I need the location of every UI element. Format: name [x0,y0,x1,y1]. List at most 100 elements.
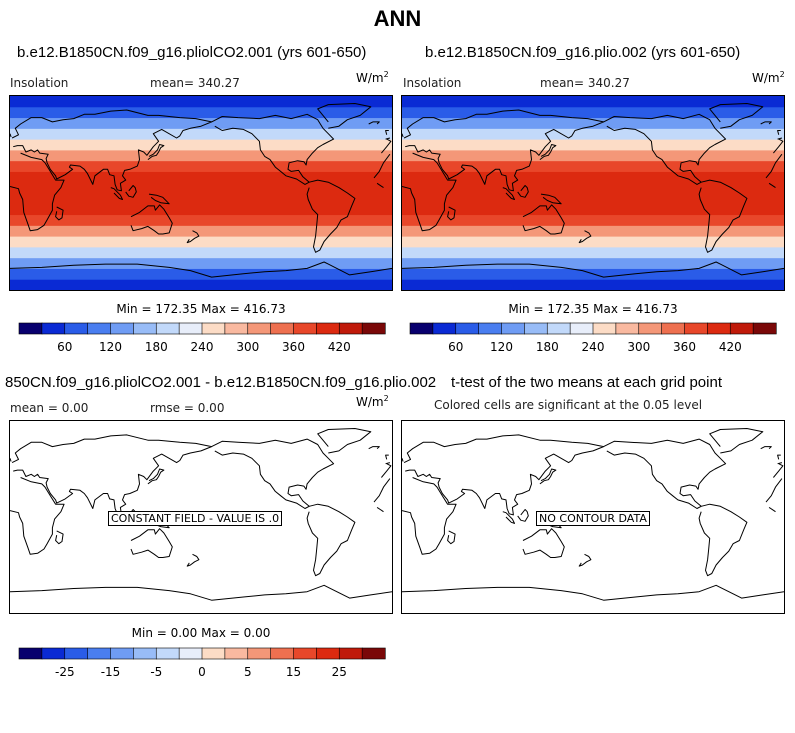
latitude-band [10,214,392,226]
coastline-africa [376,506,384,513]
latitude-band [10,171,392,183]
coastline-antarctica [402,584,784,601]
colorbar-tick-label: 360 [282,340,305,354]
colorbar-cell [18,647,43,660]
latitude-band [402,257,784,269]
colorbar-cell [64,322,89,335]
coastline-antarctica [402,261,784,278]
constant-field-label: CONSTANT FIELD - VALUE IS .0 [108,511,283,526]
coastline-iceland [368,446,380,450]
coastline-madagascar [447,206,456,221]
colorbar-cell [432,322,457,335]
coastline-greenland [317,428,372,454]
coastline-eurasia [11,434,213,516]
colorbar-tick-label: 120 [490,340,513,354]
coastline-australia [130,528,173,558]
latitude-band [10,160,392,172]
colorbar-cell [270,647,295,660]
coastline-greenland [709,428,764,454]
colorbar-cell [178,322,203,335]
colorbar-cell [270,322,295,335]
colorbar-cell [338,647,363,660]
colorbar-cell [661,322,686,335]
colorbar-cell [87,322,112,335]
colorbar-tick-label: 60 [448,340,463,354]
coastline-iceland [760,446,772,450]
coastline-north-america [211,438,335,509]
coastline-eurasia [773,463,784,478]
coastline-british-isles [402,458,404,462]
colorbar-tick-label: 25 [332,665,347,679]
panel-title-bottom-right: t-test of the two means at each grid poi… [451,374,722,391]
latitude-band [10,225,392,237]
latitude-band [402,96,784,108]
panel-title-top-right: b.e12.B1850CN.f09_g16.plio.002 (yrs 601-… [425,44,741,61]
coastline-north-america [603,438,727,509]
colorbar-cell [316,322,340,335]
coastline-south-america [306,179,356,253]
coastline-south-america [698,179,748,253]
coastline-japan [147,468,165,485]
colorbar-cell [133,322,157,335]
latitude-band [10,128,392,140]
latitude-band [10,279,392,290]
coastline-africa [765,478,783,503]
coastline-new-zealand [578,230,592,244]
coastline-africa [376,182,384,189]
colorbar-cell [41,322,66,335]
coastline-africa [373,153,391,179]
latitude-band [402,171,784,183]
coastline-indonesia-borneo [125,185,137,198]
coastline-british-isles [385,454,389,460]
minmax-bottom-left: Min = 0.00 Max = 0.00 [131,626,271,640]
colorbar-tick-label: 15 [286,665,301,679]
colorbar-cell [224,647,249,660]
field-label-top-left: Insolation [10,76,69,90]
map-svg [402,96,784,290]
coastline-eurasia [381,463,392,478]
colorbar-cell [133,647,157,660]
colorbar-cell [247,647,272,660]
coastline-africa [402,152,457,232]
colorbar-cell [361,647,386,660]
colorbar-cell [316,647,340,660]
coastline-iceland [368,121,380,125]
colorbar-tick-label: 180 [145,340,168,354]
coastline-new-guinea [540,193,562,205]
latitude-band [10,193,392,205]
coastline-africa [10,477,65,555]
coastline-british-isles [385,130,389,135]
latitude-band [10,117,392,129]
latitude-band [402,246,784,259]
colorbar-cell [684,322,708,335]
unit-label-bottom-left: W/m2 [356,394,389,409]
coastline-sumatra [502,511,515,524]
colorbar-tick-label: 300 [627,340,650,354]
latitude-band [10,203,392,216]
colorbar-cell [729,322,754,335]
panel-title-bottom-left: 850CN.f09_g16.pliolCO2.001 - b.e12.B1850… [5,374,437,391]
colorbar-tick-label: -5 [150,665,162,679]
latitude-band [402,182,784,194]
colorbar-tick-label: 300 [236,340,259,354]
latitude-band [402,193,784,205]
colorbar-cell [201,322,226,335]
colorbar-tick-label: 60 [57,340,72,354]
colorbar-cell [501,322,525,335]
coastline-eurasia [403,109,605,192]
coastline-africa [402,477,457,555]
latitude-band [10,96,392,108]
latitude-band [10,257,392,269]
panel-title-top-left: b.e12.B1850CN.f09_g16.pliolCO2.001 (yrs … [17,44,367,61]
coastline-british-isles [10,133,12,138]
coastline-south-america [306,503,356,577]
latitude-band [402,139,784,151]
coastline-africa [10,152,65,232]
colorbar-cell [546,322,571,335]
colorbar-cell [293,647,317,660]
coastline-greenland [317,103,372,129]
colorbar-cell [178,647,203,660]
colorbar-tick-label: 240 [582,340,605,354]
colorbar-cell [455,322,480,335]
coastline-british-isles [777,454,781,460]
